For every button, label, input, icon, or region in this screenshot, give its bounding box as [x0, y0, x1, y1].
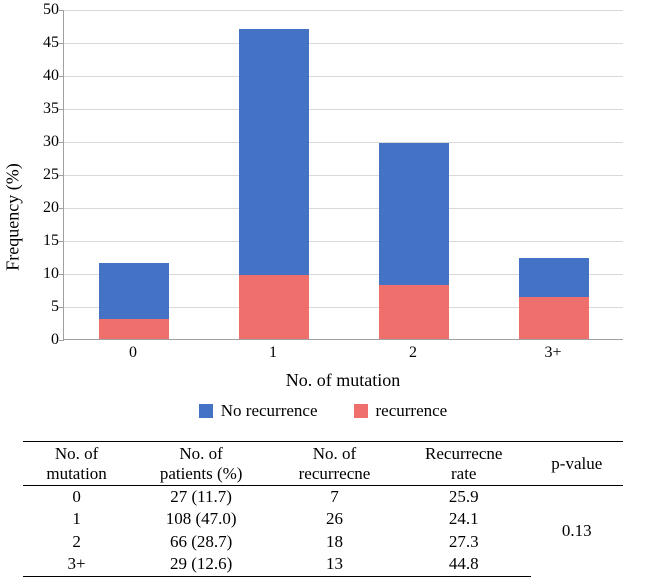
table-cell: 27 (11.7): [130, 486, 272, 509]
y-tick-mark: [59, 274, 64, 275]
data-table-container: No. ofmutationNo. ofpatients (%)No. ofre…: [23, 441, 623, 577]
grid-line: [64, 241, 623, 242]
grid-line: [64, 10, 623, 11]
grid-line: [64, 109, 623, 110]
x-tick-label: 2: [409, 344, 417, 362]
table-cell: 29 (12.6): [130, 553, 272, 576]
y-axis: 05101520253035404550: [23, 10, 63, 340]
legend: No recurrence recurrence: [23, 401, 623, 423]
table-column-header: No. ofrecurrecne: [272, 442, 397, 486]
y-tick-label: 45: [43, 34, 59, 52]
legend-label: recurrence: [376, 401, 448, 421]
legend-swatch: [354, 404, 368, 418]
x-tick-label: 1: [269, 344, 277, 362]
y-tick-mark: [59, 109, 64, 110]
table-cell: 7: [272, 486, 397, 509]
legend-item: recurrence: [354, 401, 448, 421]
table-cell: 18: [272, 531, 397, 553]
bar-segment: [99, 319, 169, 339]
table-column-header: p-value: [531, 442, 623, 486]
y-tick-label: 40: [43, 67, 59, 85]
table-cell: 108 (47.0): [130, 508, 272, 530]
x-ticks: 0 1 2 3+: [63, 340, 623, 368]
table-cell: 2: [23, 531, 130, 553]
y-tick-label: 35: [43, 100, 59, 118]
table-cell: 27.3: [397, 531, 531, 553]
table-column-header: Recurrecnerate: [397, 442, 531, 486]
y-tick-mark: [59, 175, 64, 176]
bar-segment: [239, 275, 309, 339]
data-table: No. ofmutationNo. ofpatients (%)No. ofre…: [23, 441, 623, 577]
y-tick-mark: [59, 307, 64, 308]
y-axis-label: Frequency (%): [3, 163, 24, 270]
table-cell: 24.1: [397, 508, 531, 530]
bar-segment: [379, 143, 449, 285]
y-tick-label: 0: [51, 331, 59, 349]
table-cell: 3+: [23, 553, 130, 576]
table-cell: 25.9: [397, 486, 531, 509]
bar-segment: [379, 285, 449, 339]
y-tick-mark: [59, 241, 64, 242]
chart-area: 05101520253035404550: [23, 10, 623, 340]
y-tick-mark: [59, 43, 64, 44]
y-tick-label: 10: [43, 265, 59, 283]
y-tick-label: 25: [43, 166, 59, 184]
table-cell: 66 (28.7): [130, 531, 272, 553]
y-tick-label: 15: [43, 232, 59, 250]
y-tick-label: 5: [51, 298, 59, 316]
table-header-row: No. ofmutationNo. ofpatients (%)No. ofre…: [23, 442, 623, 486]
x-axis-label: No. of mutation: [63, 370, 623, 391]
x-tick-label: 0: [129, 344, 137, 362]
legend-swatch: [199, 404, 213, 418]
table-row: 027 (11.7)725.90.13: [23, 486, 623, 509]
chart-container: Frequency (%) 05101520253035404550 0123+…: [23, 10, 623, 423]
y-tick-label: 30: [43, 133, 59, 151]
table-body: 027 (11.7)725.90.13 1108 (47.0)2624.1 266 …: [23, 486, 623, 577]
y-tick-label: 50: [43, 1, 59, 19]
grid-line: [64, 76, 623, 77]
y-tick-mark: [59, 76, 64, 77]
table-cell: 1: [23, 508, 130, 530]
legend-label: No recurrence: [221, 401, 318, 421]
table-cell: 13: [272, 553, 397, 576]
plot-area: [63, 10, 623, 340]
y-tick-label: 20: [43, 199, 59, 217]
grid-line: [64, 208, 623, 209]
grid-line: [64, 175, 623, 176]
legend-item: No recurrence: [199, 401, 318, 421]
table-column-header: No. ofmutation: [23, 442, 130, 486]
grid-line: [64, 142, 623, 143]
bar-segment: [519, 297, 589, 339]
table-cell: 0: [23, 486, 130, 509]
grid-line: [64, 43, 623, 44]
table-cell: 44.8: [397, 553, 531, 576]
y-tick-mark: [59, 142, 64, 143]
table-cell: 26: [272, 508, 397, 530]
bar-segment: [239, 29, 309, 275]
bar-segment: [99, 263, 169, 319]
p-value-cell: 0.13: [531, 486, 623, 577]
table-column-header: No. ofpatients (%): [130, 442, 272, 486]
bar-segment: [519, 258, 589, 297]
y-tick-mark: [59, 208, 64, 209]
y-tick-mark: [59, 10, 64, 11]
x-tick-label: 3+: [544, 344, 561, 362]
